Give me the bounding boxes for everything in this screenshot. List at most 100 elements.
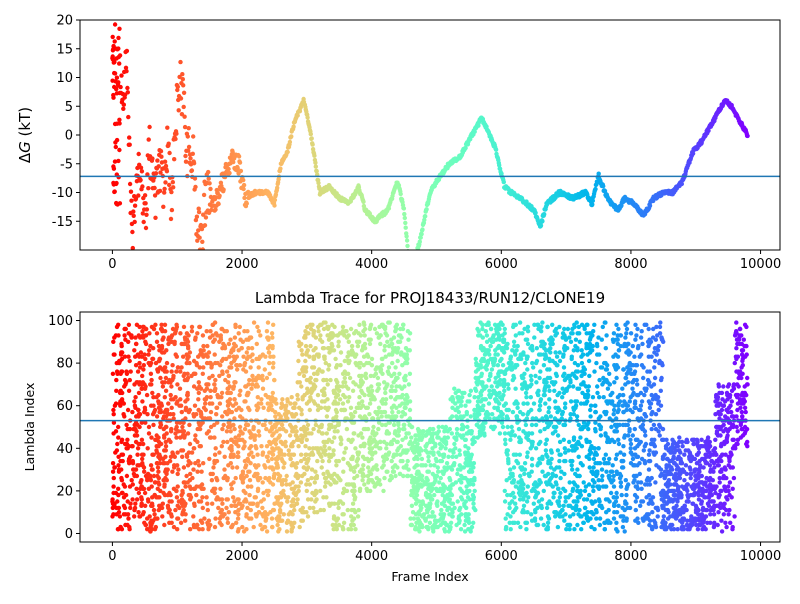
x-tick-label: 10000 xyxy=(740,257,781,272)
data-point xyxy=(322,444,326,448)
data-point xyxy=(385,470,389,474)
data-point xyxy=(429,489,433,493)
data-point xyxy=(386,320,390,324)
data-point xyxy=(181,429,185,433)
data-point xyxy=(310,365,314,369)
data-point xyxy=(126,115,130,119)
y-tick-label: 5 xyxy=(65,100,73,115)
data-point xyxy=(506,387,510,391)
data-point xyxy=(235,363,239,367)
data-point xyxy=(318,489,322,493)
data-point xyxy=(190,325,194,329)
data-point xyxy=(424,476,428,480)
data-point xyxy=(426,431,430,435)
data-point xyxy=(199,470,203,474)
data-point xyxy=(365,457,369,461)
data-point xyxy=(285,529,289,533)
data-point xyxy=(248,435,252,439)
data-point xyxy=(393,325,397,329)
data-point xyxy=(277,476,281,480)
data-point xyxy=(179,499,183,503)
data-point xyxy=(316,181,320,185)
data-point xyxy=(461,427,465,431)
data-point xyxy=(111,408,115,412)
data-point xyxy=(274,461,278,465)
data-point xyxy=(304,431,308,435)
data-point xyxy=(266,338,270,342)
data-point xyxy=(110,499,114,503)
data-point xyxy=(201,372,205,376)
data-point xyxy=(387,450,391,454)
data-point xyxy=(280,423,284,427)
data-point xyxy=(465,459,469,463)
data-point xyxy=(183,338,187,342)
data-point xyxy=(276,465,280,469)
data-point xyxy=(203,397,207,401)
data-point xyxy=(211,472,215,476)
data-point xyxy=(159,323,163,327)
y-tick-label: 15 xyxy=(56,42,73,57)
data-point xyxy=(183,519,187,523)
data-point xyxy=(226,463,230,467)
data-point xyxy=(379,367,383,371)
data-point xyxy=(306,423,310,427)
data-point xyxy=(455,427,459,431)
data-point xyxy=(255,342,259,346)
data-point xyxy=(456,467,460,471)
data-point xyxy=(322,399,326,403)
data-point xyxy=(150,156,154,160)
data-point xyxy=(401,323,405,327)
y-tick-label: 20 xyxy=(56,14,73,29)
data-point xyxy=(313,384,317,388)
data-point xyxy=(266,459,270,463)
data-point xyxy=(396,423,400,427)
data-point xyxy=(201,344,205,348)
data-point xyxy=(176,365,180,369)
data-point xyxy=(452,442,456,446)
data-point xyxy=(410,446,414,450)
data-point xyxy=(214,412,218,416)
data-point xyxy=(133,427,137,431)
data-point xyxy=(389,395,393,399)
data-point xyxy=(161,205,165,209)
data-point xyxy=(478,399,482,403)
data-point xyxy=(406,459,410,463)
data-point xyxy=(158,489,162,493)
data-point xyxy=(300,412,304,416)
data-point xyxy=(174,435,178,439)
data-point xyxy=(471,521,475,525)
data-point xyxy=(111,35,115,39)
data-point xyxy=(249,450,253,454)
data-point xyxy=(511,474,515,478)
data-point xyxy=(448,525,452,529)
data-point xyxy=(133,467,137,471)
data-point xyxy=(153,408,157,412)
data-point xyxy=(288,401,292,405)
data-point xyxy=(149,372,153,376)
data-point xyxy=(320,369,324,373)
data-point xyxy=(203,223,207,227)
data-point xyxy=(262,423,266,427)
data-point xyxy=(123,382,127,386)
data-point xyxy=(484,384,488,388)
data-point xyxy=(254,495,258,499)
data-point xyxy=(450,414,454,418)
data-point xyxy=(358,489,362,493)
data-point xyxy=(295,393,299,397)
data-point xyxy=(309,476,313,480)
data-point xyxy=(137,152,141,156)
data-point xyxy=(273,397,277,401)
data-point xyxy=(257,329,261,333)
data-point xyxy=(130,230,134,234)
data-point xyxy=(403,216,407,220)
data-point xyxy=(115,202,119,206)
data-point xyxy=(147,474,151,478)
data-point xyxy=(292,491,296,495)
data-point xyxy=(458,487,462,491)
data-point xyxy=(481,425,485,429)
data-point xyxy=(511,491,515,495)
data-point xyxy=(326,367,330,371)
data-point xyxy=(206,170,210,174)
data-point xyxy=(161,457,165,461)
data-point xyxy=(530,431,534,435)
